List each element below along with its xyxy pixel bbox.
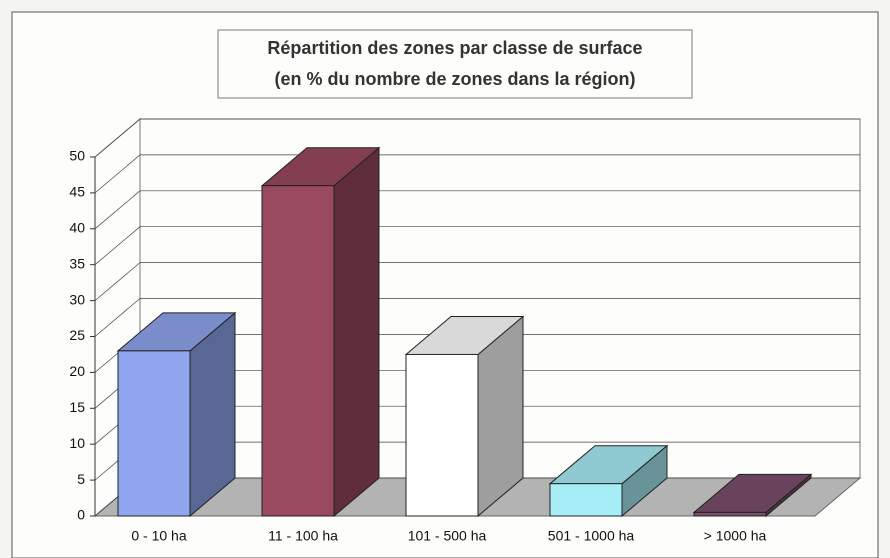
- bar: [117, 350, 191, 517]
- y-tick-label: 15: [69, 399, 85, 415]
- y-tick-label: 10: [69, 435, 85, 451]
- grid-line: [94, 118, 141, 158]
- bar: [405, 353, 479, 517]
- y-tick-label: 0: [77, 507, 85, 523]
- y-tick-label: 25: [69, 327, 85, 343]
- y-tick-label: 40: [69, 220, 85, 236]
- bar: [261, 185, 335, 517]
- chart-title: Répartition des zones par classe de surf…: [267, 38, 642, 58]
- grid-line: [94, 262, 141, 301]
- bar: [693, 511, 767, 517]
- y-tick-label: 50: [69, 148, 85, 164]
- y-tick-label: 5: [77, 471, 85, 487]
- y-tick-label: 20: [69, 363, 85, 379]
- x-tick-label: 101 - 500 ha: [408, 528, 487, 544]
- chart-title: (en % du nombre de zones dans la région): [274, 69, 635, 89]
- grid-line: [94, 190, 141, 230]
- x-tick-label: > 1000 ha: [704, 528, 767, 544]
- title-box: [217, 29, 693, 99]
- y-tick-label: 30: [69, 291, 85, 307]
- x-tick-label: 11 - 100 ha: [268, 528, 338, 544]
- grid-line: [94, 226, 141, 265]
- grid-line: [94, 154, 141, 194]
- bar-side: [333, 146, 380, 518]
- x-tick-label: 501 - 1000 ha: [548, 528, 635, 544]
- y-tick-label: 45: [69, 184, 85, 200]
- y-tick-label: 35: [69, 255, 85, 271]
- grid-line: [94, 298, 141, 337]
- bar: [549, 483, 623, 517]
- x-tick-label: 0 - 10 ha: [131, 528, 186, 544]
